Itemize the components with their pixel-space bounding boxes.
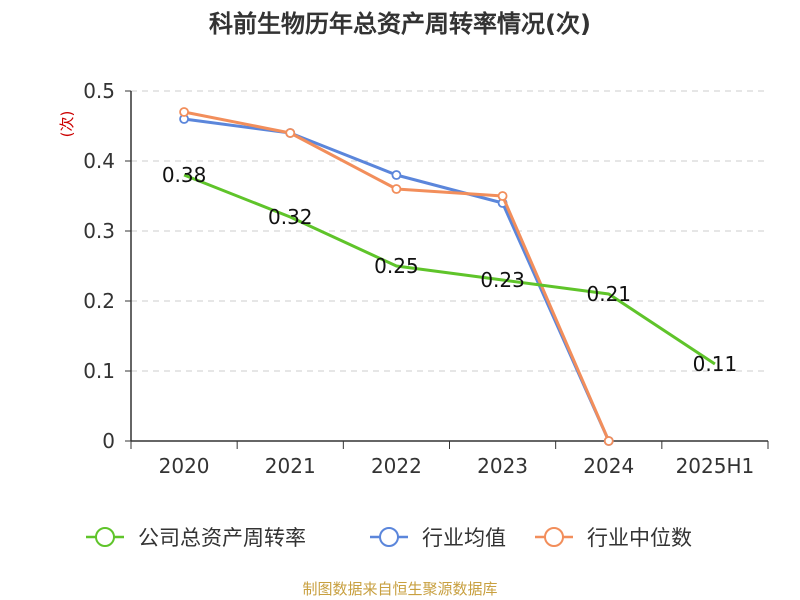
data-point — [497, 191, 508, 201]
x-tick-label: 2023 — [477, 454, 528, 478]
data-label: 0.23 — [480, 268, 525, 292]
data-label: 0.38 — [162, 163, 207, 187]
source-note: 制图数据来自恒生聚源数据库 — [302, 580, 498, 598]
series-line — [183, 173, 716, 366]
x-tick-label: 2022 — [371, 454, 422, 478]
data-label: 0.25 — [374, 254, 419, 278]
legend-label: 行业中位数 — [587, 526, 692, 550]
y-tick-label: 0.2 — [83, 289, 115, 313]
x-tick-label: 2025H1 — [676, 454, 755, 478]
legend-label: 公司总资产周转率 — [138, 526, 306, 550]
y-tick-label: 0.4 — [83, 149, 115, 173]
data-label: 0.11 — [693, 352, 738, 376]
x-tick-label: 2024 — [583, 454, 634, 478]
legend-swatch-marker — [379, 527, 399, 547]
data-point — [391, 184, 402, 194]
data-point — [603, 436, 614, 446]
x-tick-label: 2020 — [159, 454, 210, 478]
y-tick-label: 0.1 — [83, 359, 115, 383]
y-tick-label: 0 — [102, 429, 115, 453]
y-tick-label: 0.3 — [83, 219, 115, 243]
chart-title: 科前生物历年总资产周转率情况(次) — [209, 10, 591, 38]
y-tick-label: 0.5 — [83, 79, 115, 103]
legend-swatch-marker — [544, 527, 564, 547]
legend-label: 行业均值 — [422, 526, 506, 550]
x-tick-label: 2021 — [265, 454, 316, 478]
data-point — [391, 170, 402, 180]
legend-swatch-marker — [95, 527, 115, 547]
series-line — [183, 117, 611, 442]
data-point — [285, 128, 296, 138]
y-axis-label: (次) — [58, 111, 76, 138]
data-point — [179, 107, 189, 117]
data-label: 0.21 — [586, 282, 631, 306]
data-label: 0.32 — [268, 205, 313, 229]
